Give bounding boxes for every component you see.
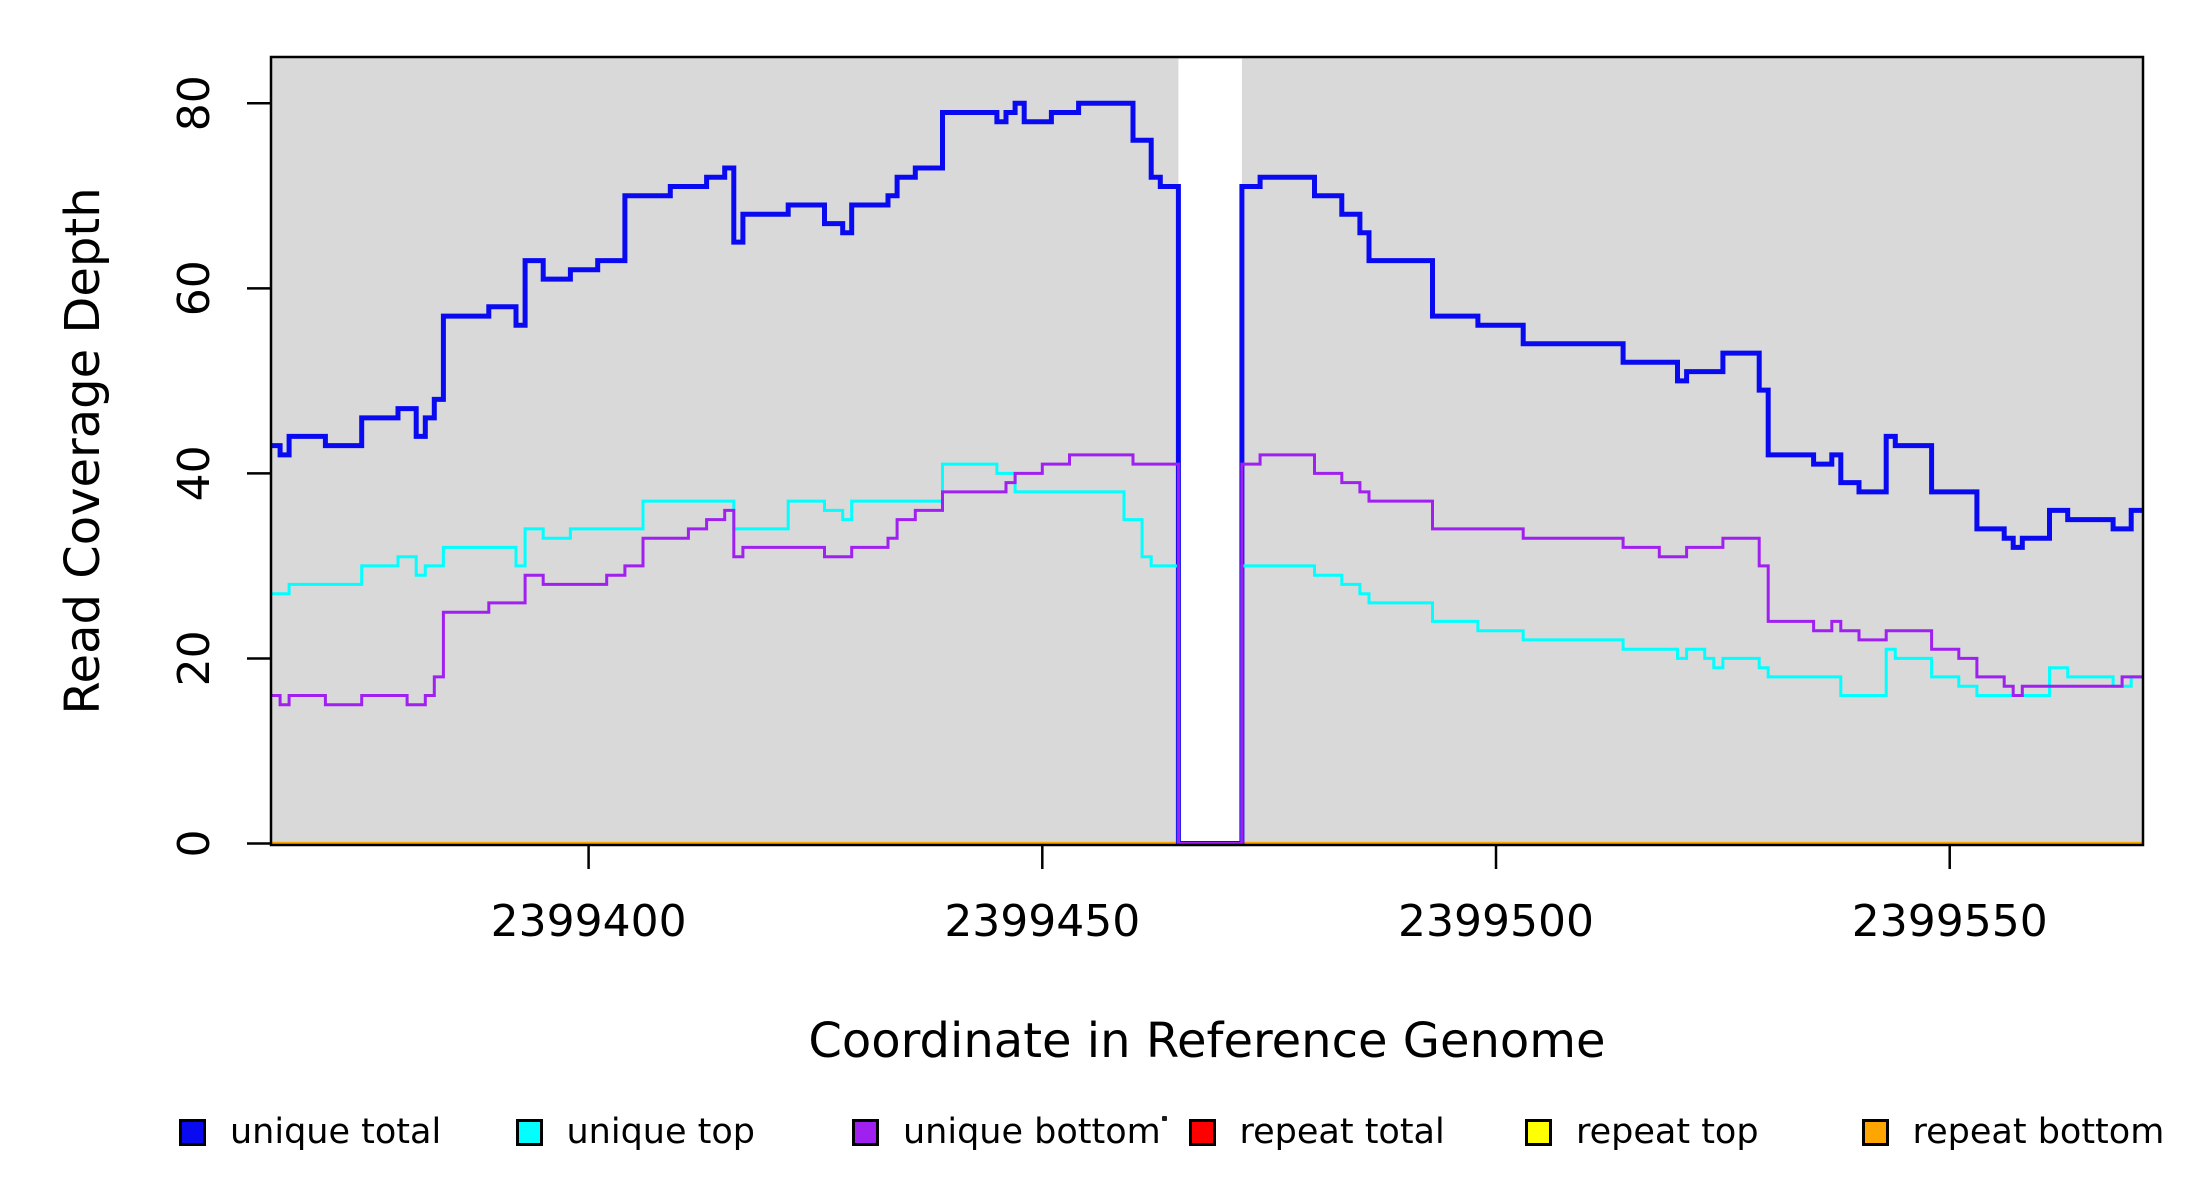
y-tick-label: 60 — [169, 260, 220, 316]
coverage-gap-band — [1178, 58, 1242, 844]
plot-border — [269, 55, 2145, 847]
x-tick-label: 2399450 — [944, 896, 1140, 947]
x-axis-title: Coordinate in Reference Genome — [808, 1013, 1606, 1069]
y-axis-title: Read Coverage Depth — [55, 187, 111, 715]
y-tick-label: 40 — [169, 445, 220, 501]
series-unique-total — [271, 100, 2143, 846]
y-tick-label: 80 — [169, 75, 220, 131]
y-tick-label: 0 — [169, 830, 220, 858]
y-tick-label: 20 — [169, 630, 220, 686]
series-unique-bottom — [271, 453, 2143, 845]
x-tick-label: 2399400 — [491, 896, 687, 947]
x-tick-label: 2399500 — [1398, 896, 1594, 947]
x-tick-label: 2399550 — [1852, 896, 2048, 947]
series-unique-top — [271, 462, 2143, 845]
legend-artifact-dot — [1162, 1116, 1167, 1121]
